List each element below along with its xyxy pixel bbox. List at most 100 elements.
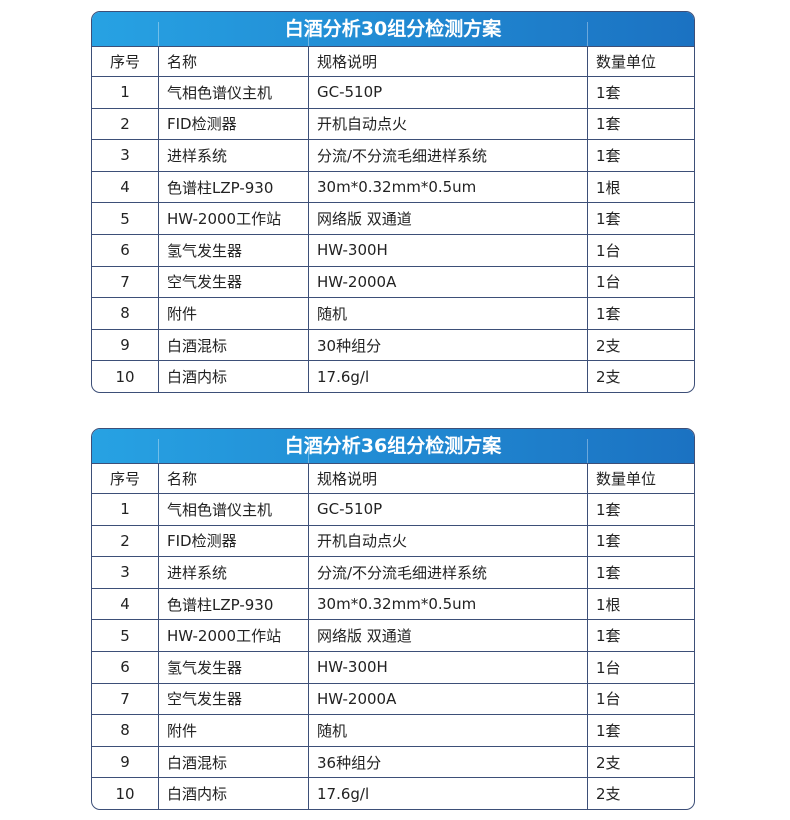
table-cell: 1套	[587, 494, 694, 525]
table-title-text: 白酒分析30组分检测方案	[284, 18, 502, 40]
table-row: 6 氢气发生器 HW-300H 1台	[92, 233, 694, 266]
table-cell: 1套	[587, 203, 694, 234]
table-cell: 5	[120, 209, 130, 228]
table-row: 1 气相色谱仪主机 GC-510P 1套	[92, 76, 694, 108]
table-cell: 7	[120, 272, 130, 291]
table-cell: 6	[120, 658, 130, 677]
table-cell: 1套	[587, 298, 694, 329]
table-cell: 4	[120, 595, 130, 614]
table-cell: 白酒混标	[158, 329, 308, 361]
column-header: 序号	[109, 53, 140, 71]
table-row: 8 附件 随机 1套	[92, 714, 694, 746]
table-cell: 网络版 双通道	[308, 203, 587, 234]
table-cell: 进样系统	[158, 140, 308, 171]
table-cell: 10	[115, 784, 135, 803]
spec-table: 白酒分析36组分检测方案 序号 名称 规格说明 数量单位 1 气相色谱仪主机 GC-510P…	[91, 428, 695, 810]
table-cell: 5	[120, 626, 130, 645]
table-row: 3 进样系统 分流/不分流毛细进样系统 1套	[92, 556, 694, 588]
table-cell: 氢气发生器	[158, 651, 308, 683]
table-cell: 色谱柱LZP-930	[158, 171, 308, 203]
table-cell: 1套	[587, 108, 694, 140]
table-cell: 1台	[587, 651, 694, 683]
table-cell: HW-2000A	[308, 683, 587, 715]
table-cell: 8	[120, 304, 130, 323]
table-cell: 网络版 双通道	[308, 620, 587, 651]
table-row: 5 HW-2000工作站 网络版 双通道 1套	[92, 619, 694, 651]
table-title: 白酒分析36组分检测方案	[92, 429, 694, 463]
table-cell: 分流/不分流毛细进样系统	[308, 557, 587, 588]
table-cell: 1台	[587, 683, 694, 715]
table-row: 7 空气发生器 HW-2000A 1台	[92, 682, 694, 715]
table-cell: 17.6g/l	[308, 361, 587, 392]
table-cell: 2支	[587, 361, 694, 392]
table-row: 8 附件 随机 1套	[92, 297, 694, 329]
table-cell: 2支	[587, 746, 694, 778]
column-header: 规格说明	[308, 47, 587, 76]
table-row: 3 进样系统 分流/不分流毛细进样系统 1套	[92, 139, 694, 171]
table-cell: 1套	[587, 77, 694, 108]
table-row: 1 气相色谱仪主机 GC-510P 1套	[92, 493, 694, 525]
table-cell: 1套	[587, 140, 694, 171]
table-row: 7 空气发生器 HW-2000A 1台	[92, 265, 694, 298]
table-cell: 白酒内标	[158, 361, 308, 392]
table-cell: 气相色谱仪主机	[158, 494, 308, 525]
column-header: 数量单位	[587, 47, 694, 76]
table-row: 9 白酒混标 36种组分 2支	[92, 745, 694, 778]
table-cell: 3	[120, 563, 130, 582]
table-cell: 1套	[587, 620, 694, 651]
table-title-text: 白酒分析36组分检测方案	[284, 435, 502, 457]
table-cell: 白酒混标	[158, 746, 308, 778]
table-row: 4 色谱柱LZP-930 30m*0.32mm*0.5um 1根	[92, 170, 694, 203]
table-cell: 2支	[587, 778, 694, 809]
column-header-row: 序号 名称 规格说明 数量单位	[92, 46, 694, 76]
table-cell: 分流/不分流毛细进样系统	[308, 140, 587, 171]
table-cell: 白酒内标	[158, 778, 308, 809]
table-cell: 10	[115, 367, 135, 386]
table-row: 10 白酒内标 17.6g/l 2支	[92, 360, 694, 392]
table-cell: 进样系统	[158, 557, 308, 588]
table-cell: 9	[120, 336, 130, 355]
table-cell: 4	[120, 178, 130, 197]
table-cell: 氢气发生器	[158, 234, 308, 266]
spec-table: 白酒分析30组分检测方案 序号 名称 规格说明 数量单位 1 气相色谱仪主机 GC-510P…	[91, 11, 695, 393]
table-cell: 1台	[587, 266, 694, 298]
column-header-row: 序号 名称 规格说明 数量单位	[92, 463, 694, 493]
column-header: 名称	[158, 464, 308, 493]
table-row: 5 HW-2000工作站 网络版 双通道 1套	[92, 202, 694, 234]
table-row: 4 色谱柱LZP-930 30m*0.32mm*0.5um 1根	[92, 587, 694, 620]
table-cell: 7	[120, 689, 130, 708]
table-cell: 6	[120, 241, 130, 260]
table-cell: FID检测器	[158, 108, 308, 140]
table-cell: 1套	[587, 525, 694, 557]
column-header: 规格说明	[308, 464, 587, 493]
table-cell: 30种组分	[308, 329, 587, 361]
column-header: 序号	[109, 470, 140, 488]
table-row: 6 氢气发生器 HW-300H 1台	[92, 650, 694, 683]
table-cell: 附件	[158, 298, 308, 329]
table-title: 白酒分析30组分检测方案	[92, 12, 694, 46]
table-cell: 1	[120, 83, 130, 102]
table-row: 2 FID检测器 开机自动点火 1套	[92, 107, 694, 140]
table-cell: 2	[120, 114, 130, 133]
table-cell: HW-2000A	[308, 266, 587, 298]
table-cell: 9	[120, 753, 130, 772]
table-cell: 附件	[158, 715, 308, 746]
column-header: 数量单位	[587, 464, 694, 493]
table-cell: 1	[120, 500, 130, 519]
table-cell: FID检测器	[158, 525, 308, 557]
table-cell: 开机自动点火	[308, 108, 587, 140]
table-cell: 气相色谱仪主机	[158, 77, 308, 108]
table-cell: 1根	[587, 588, 694, 620]
table-cell: 1根	[587, 171, 694, 203]
table-cell: 2支	[587, 329, 694, 361]
table-row: 10 白酒内标 17.6g/l 2支	[92, 777, 694, 809]
table-row: 2 FID检测器 开机自动点火 1套	[92, 524, 694, 557]
table-cell: 2	[120, 531, 130, 550]
table-cell: 空气发生器	[158, 266, 308, 298]
table-cell: HW-2000工作站	[158, 203, 308, 234]
table-cell: 17.6g/l	[308, 778, 587, 809]
table-cell: GC-510P	[308, 77, 587, 108]
table-cell: HW-300H	[308, 234, 587, 266]
table-cell: 30m*0.32mm*0.5um	[308, 588, 587, 620]
table-cell: 1套	[587, 557, 694, 588]
